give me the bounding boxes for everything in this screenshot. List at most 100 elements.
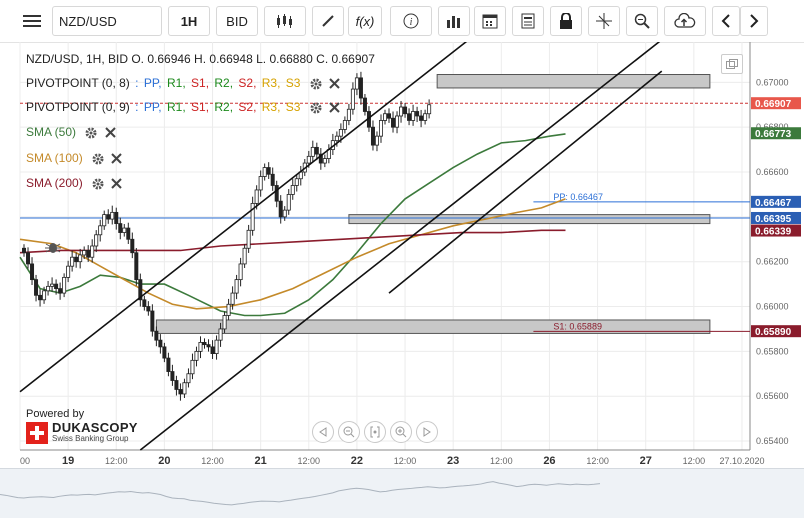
y-tick-label: 0.66200 [756, 257, 789, 267]
gear-icon[interactable] [92, 153, 104, 165]
candle-body [427, 104, 432, 115]
upload-button[interactable] [664, 6, 706, 36]
candle-body [122, 227, 127, 233]
candle-body [134, 252, 139, 281]
scroll-left-button[interactable] [712, 6, 740, 36]
candle-body [34, 279, 39, 296]
close-icon[interactable] [329, 102, 340, 114]
candle-body [234, 279, 239, 294]
sma200-label: SMA (200) [26, 176, 83, 190]
expand-icon [726, 59, 738, 69]
bug-icon[interactable] [44, 239, 62, 255]
price-label-box [751, 195, 801, 208]
crosshair-button[interactable] [588, 6, 620, 36]
notes-button[interactable] [512, 6, 544, 36]
candle-body [102, 214, 107, 227]
candle-body [346, 108, 351, 121]
zoom-out-button[interactable] [338, 421, 360, 443]
fullscreen-button[interactable] [721, 54, 743, 74]
timeframe-selector[interactable]: 1H [168, 6, 210, 36]
candle-body [106, 214, 111, 220]
candle-body [50, 283, 55, 287]
gear-icon[interactable] [310, 102, 322, 114]
price-label-box [751, 97, 801, 110]
sma50-legend: SMA (50) [26, 125, 116, 139]
pivot-level-s3: S3 [285, 100, 301, 114]
chevron-right-icon [750, 14, 759, 28]
candle-body [94, 234, 99, 247]
resistance-zone [436, 74, 711, 89]
reset-button[interactable] [364, 421, 386, 443]
price-label-text: 0.66339 [755, 227, 792, 238]
chart-type-button[interactable] [264, 6, 306, 36]
x-tick-label: 12:00 [298, 456, 321, 466]
y-tick-label: 0.65600 [756, 391, 789, 401]
scroll-right-button[interactable] [740, 6, 768, 36]
candle-body [110, 211, 115, 220]
volume-button[interactable] [438, 6, 470, 36]
symbol-selector[interactable]: NZD/USD [52, 6, 162, 36]
candle-body [82, 250, 87, 256]
price-side-selector[interactable]: BID [216, 6, 258, 36]
candle-body [190, 359, 195, 375]
candle-body [202, 341, 207, 346]
candle-body [138, 279, 143, 301]
candle-body [74, 256, 79, 263]
pivot-level-s2: S2, [238, 76, 257, 90]
gear-icon[interactable] [92, 178, 104, 190]
chart-nav-controls [312, 421, 438, 443]
calendar-button[interactable] [474, 6, 506, 36]
info-button[interactable]: i [390, 6, 432, 36]
pivot-level-r2: R2, [214, 76, 234, 90]
pivot-line-label: S1: 0.65889 [553, 321, 602, 331]
x-tick-label: 19 [62, 455, 74, 467]
candle-body [86, 250, 91, 258]
symbol-label: NZD/USD [59, 13, 117, 29]
x-tick-label: 12:00 [201, 456, 224, 466]
price-label-box [751, 224, 801, 237]
lock-button[interactable] [550, 6, 582, 36]
close-icon[interactable] [111, 178, 123, 190]
price-chart[interactable]: 0.65400 0.65600 0.65800 0.66000 0.66200 0.664… [0, 42, 804, 468]
x-tick-label: 00 [20, 456, 30, 466]
x-tick-label: 20 [158, 455, 170, 467]
triangle-left-icon [319, 427, 327, 437]
candle-body [66, 265, 71, 278]
candle-body [278, 200, 283, 218]
x-tick-label: 22 [351, 455, 363, 467]
y-tick-label: 0.65800 [756, 346, 789, 356]
candle-body [166, 357, 171, 372]
zoom-in-button[interactable] [390, 421, 412, 443]
navigator-preview [0, 481, 601, 506]
candle-body [222, 315, 227, 330]
pivot-separator: : [135, 100, 139, 114]
candle-body [54, 283, 59, 289]
navigator-strip[interactable] [0, 468, 804, 518]
price-label-text: 0.66773 [755, 129, 792, 140]
candle-body [30, 263, 35, 281]
candle-body [411, 111, 416, 121]
zoom-button[interactable] [626, 6, 658, 36]
nav-forward-button[interactable] [416, 421, 438, 443]
brand-tagline: Swiss Banking Group [52, 434, 129, 443]
candle-body [419, 115, 424, 121]
function-button[interactable]: f(x) [348, 6, 382, 36]
close-icon[interactable] [329, 78, 340, 90]
candle-body [98, 225, 103, 236]
menu-icon[interactable] [16, 6, 48, 36]
gear-icon[interactable] [310, 78, 322, 90]
nav-back-button[interactable] [312, 421, 334, 443]
pivot-separator: : [135, 76, 139, 90]
price-label-text: 0.66467 [755, 198, 792, 209]
draw-button[interactable] [312, 6, 344, 36]
close-icon[interactable] [104, 127, 116, 139]
candle-body [322, 158, 327, 164]
close-icon[interactable] [111, 153, 123, 165]
crosshair-icon [596, 13, 612, 29]
candle-body [218, 328, 223, 341]
candle-body [370, 126, 375, 146]
toolbar: NZD/USD 1H BID f(x) i [0, 0, 804, 43]
price-side-label: BID [226, 13, 248, 29]
pivot-level-r1: R1, [166, 100, 186, 114]
gear-icon[interactable] [85, 127, 97, 139]
